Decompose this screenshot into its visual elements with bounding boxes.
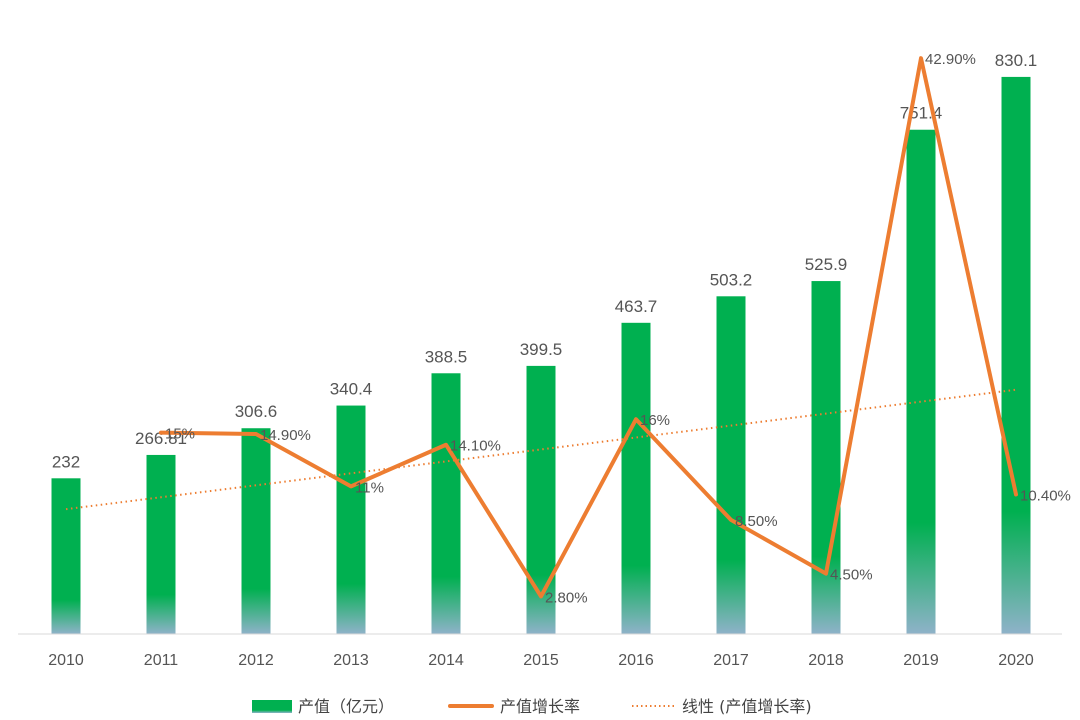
bar-2012 (241, 428, 271, 634)
legend-item-trendline[interactable]: 线性 (产值增长率) (632, 697, 812, 716)
bar-2019 (906, 129, 936, 634)
growth-label-2019: 42.90% (925, 51, 976, 68)
x-tick-2019: 2019 (903, 652, 939, 669)
growth-label-2018: 4.50% (830, 567, 873, 584)
growth-label-2017: 8.50% (735, 513, 778, 530)
x-tick-2020: 2020 (998, 652, 1034, 669)
x-tick-2018: 2018 (808, 652, 844, 669)
growth-label-2012: 14.90% (260, 427, 311, 444)
x-tick-2010: 2010 (48, 652, 84, 669)
x-tick-labels: 2010 2011 2012 2013 2014 2015 2016 2017 2018 2019… (48, 652, 1034, 669)
growth-label-2013: 11% (355, 479, 384, 496)
bar-series (51, 76, 1031, 635)
bar-2014 (431, 373, 461, 634)
bar-2016 (621, 322, 651, 634)
legend-label-bar: 产值（亿元） (298, 697, 394, 716)
legend-item-line[interactable]: 产值增长率 (448, 697, 580, 716)
legend-label-line: 产值增长率 (500, 697, 580, 716)
bar-2020 (1001, 76, 1031, 635)
bar-label-2012: 306.6 (235, 402, 278, 421)
growth-label-2020: 10.40% (1020, 487, 1071, 504)
growth-label-2011: 15% (165, 426, 195, 443)
bar-label-2020: 830.1 (995, 51, 1038, 70)
growth-line (159, 56, 1018, 599)
x-tick-2015: 2015 (523, 652, 559, 669)
growth-label-2015: 2.80% (545, 589, 588, 606)
bar-2015 (526, 365, 556, 634)
bar-label-2010: 232 (52, 452, 80, 471)
bar-label-2014: 388.5 (425, 347, 468, 366)
bar-2013 (336, 405, 366, 634)
bar-label-2016: 463.7 (615, 297, 658, 316)
bar-label-2015: 399.5 (520, 340, 563, 359)
growth-label-2014: 14.10% (450, 438, 501, 455)
growth-line-series (159, 56, 1018, 599)
x-tick-2012: 2012 (238, 652, 274, 669)
x-tick-2014: 2014 (428, 652, 464, 669)
growth-value-labels: 15% 14.90% 11% 14.10% 2.80% 16% 8.50% 4.50% 42.9… (165, 51, 1071, 606)
x-tick-2017: 2017 (713, 652, 749, 669)
legend: 产值（亿元） 产值增长率 线性 (产值增长率) (252, 697, 812, 716)
legend-swatch-bar (252, 700, 292, 713)
legend-item-bar[interactable]: 产值（亿元） (252, 697, 394, 716)
growth-label-2016: 16% (640, 412, 670, 429)
x-tick-2011: 2011 (144, 652, 179, 669)
bar-label-2018: 525.9 (805, 255, 848, 274)
bar-label-2017: 503.2 (710, 270, 753, 289)
legend-label-trendline: 线性 (产值增长率) (682, 697, 812, 716)
bar-2010 (51, 478, 81, 634)
bar-label-2013: 340.4 (330, 380, 373, 399)
bar-2011 (146, 454, 176, 634)
bar-2017 (716, 296, 746, 634)
x-tick-2013: 2013 (333, 652, 369, 669)
x-tick-2016: 2016 (618, 652, 654, 669)
